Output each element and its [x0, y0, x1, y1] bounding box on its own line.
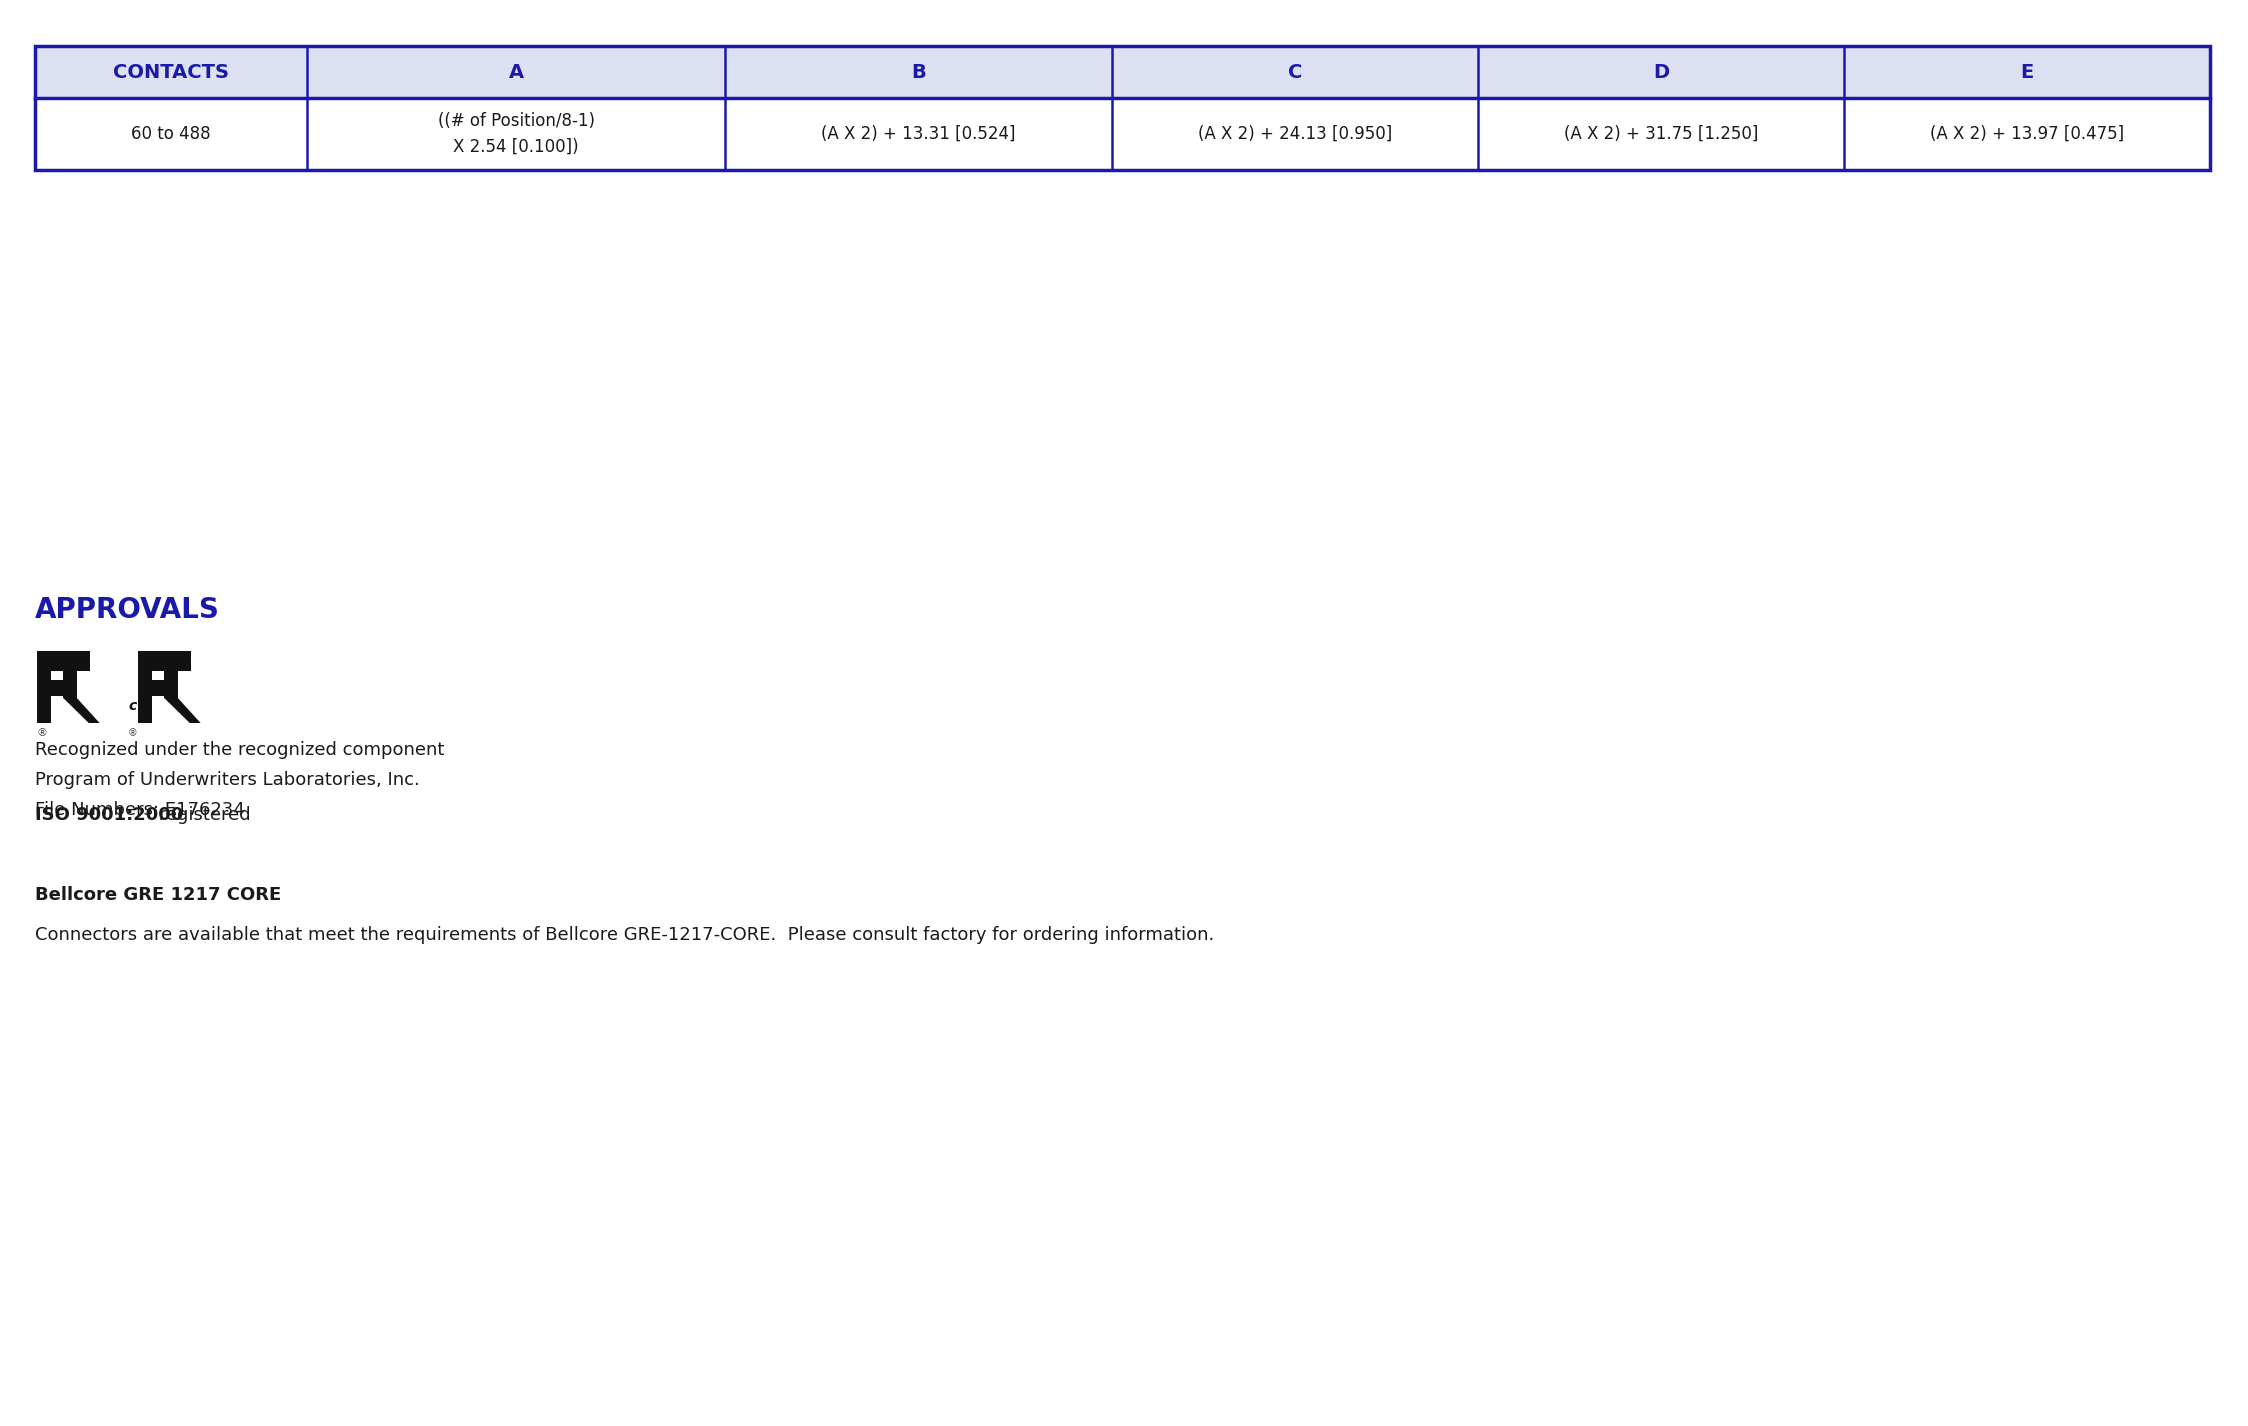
- Text: (A X 2) + 31.75 [1.250]: (A X 2) + 31.75 [1.250]: [1565, 125, 1758, 143]
- Text: ISO 9001:2000: ISO 9001:2000: [36, 806, 184, 824]
- Text: E: E: [2021, 63, 2034, 81]
- Text: registered: registered: [153, 806, 250, 824]
- Text: A: A: [508, 63, 524, 81]
- Text: Recognized under the recognized component: Recognized under the recognized componen…: [36, 742, 445, 759]
- Text: (A X 2) + 13.31 [0.524]: (A X 2) + 13.31 [0.524]: [821, 125, 1016, 143]
- Text: Bellcore GRE 1217 CORE: Bellcore GRE 1217 CORE: [36, 886, 281, 904]
- Bar: [36, 46, 2210, 98]
- Bar: [137, 652, 191, 672]
- Text: 60 to 488: 60 to 488: [130, 125, 211, 143]
- Bar: [137, 652, 151, 723]
- Polygon shape: [63, 697, 99, 723]
- Text: C: C: [1288, 63, 1302, 81]
- Text: File Numbers: E176234: File Numbers: E176234: [36, 801, 245, 819]
- Text: CONTACTS: CONTACTS: [112, 63, 229, 81]
- Text: (A X 2) + 24.13 [0.950]: (A X 2) + 24.13 [0.950]: [1198, 125, 1392, 143]
- Text: ((# of Position/8-1)
X 2.54 [0.100]): ((# of Position/8-1) X 2.54 [0.100]): [438, 113, 593, 155]
- Text: B: B: [910, 63, 926, 81]
- Text: Program of Underwriters Laboratories, Inc.: Program of Underwriters Laboratories, In…: [36, 771, 420, 789]
- Text: APPROVALS: APPROVALS: [36, 596, 220, 625]
- Bar: [36, 46, 2210, 170]
- Text: (A X 2) + 13.97 [0.475]: (A X 2) + 13.97 [0.475]: [1931, 125, 2124, 143]
- Bar: [36, 652, 52, 723]
- Text: D: D: [1652, 63, 1668, 81]
- Text: Connectors are available that meet the requirements of Bellcore GRE-1217-CORE.  : Connectors are available that meet the r…: [36, 925, 1214, 944]
- Text: ®: ®: [128, 729, 137, 739]
- Text: c: c: [128, 699, 137, 713]
- Polygon shape: [164, 697, 200, 723]
- Bar: [63, 652, 76, 697]
- Bar: [164, 652, 178, 697]
- Bar: [36, 98, 2210, 170]
- Bar: [36, 652, 90, 672]
- Bar: [36, 680, 76, 696]
- Text: ®: ®: [36, 729, 47, 739]
- Bar: [137, 680, 178, 696]
